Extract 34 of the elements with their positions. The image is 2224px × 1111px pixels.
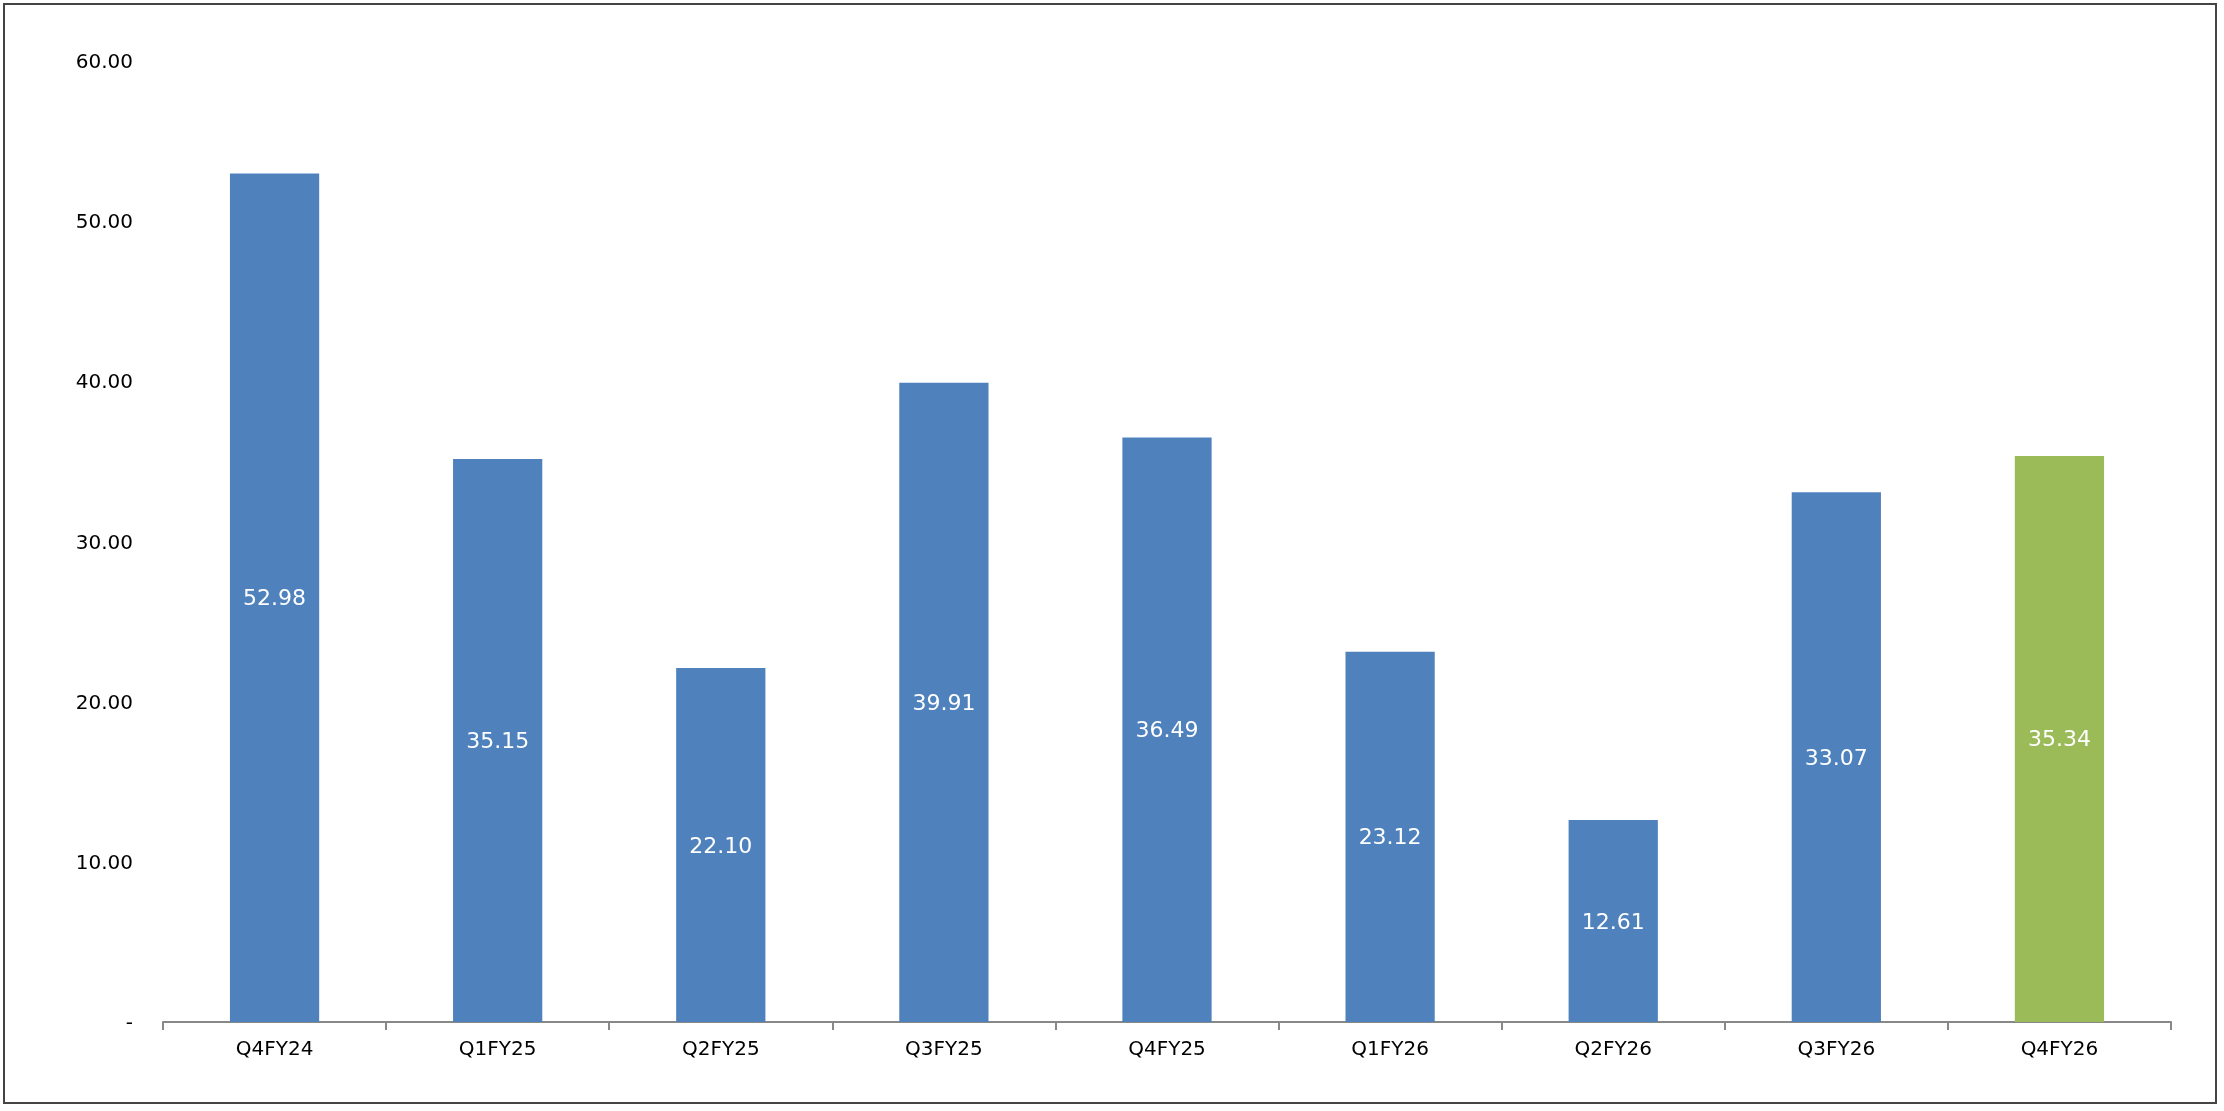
x-tick-label: Q4FY25 (1128, 1036, 1206, 1060)
y-tick-label: 20.00 (75, 689, 133, 714)
x-tick-label: Q1FY26 (1351, 1036, 1429, 1060)
data-label: 39.91 (912, 689, 976, 715)
x-tick-label: Q4FY24 (235, 1036, 314, 1060)
bar (676, 668, 766, 1022)
data-label: 36.49 (1135, 717, 1199, 743)
bar (453, 459, 543, 1022)
bar (899, 382, 989, 1022)
data-label: 22.10 (689, 832, 753, 858)
y-tick-label: 30.00 (75, 529, 133, 554)
x-tick-label: Q3FY25 (905, 1036, 983, 1060)
x-tick-label: Q2FY25 (681, 1036, 760, 1060)
data-label: 23.12 (1358, 824, 1422, 850)
y-tick-label: 60.00 (75, 49, 133, 73)
data-label: 35.15 (466, 728, 530, 754)
bar (229, 173, 320, 1022)
x-tick-label: Q2FY26 (1574, 1036, 1653, 1060)
bar (1122, 437, 1212, 1022)
bar (1568, 820, 1658, 1022)
data-label: 33.07 (1804, 744, 1868, 770)
data-label: 35.34 (2027, 726, 2091, 752)
bar (2014, 455, 2105, 1022)
x-tick-label: Q3FY26 (1797, 1036, 1876, 1060)
bar (1345, 651, 1435, 1022)
x-tick-label: Q1FY25 (458, 1036, 537, 1060)
data-label: 52.98 (243, 585, 307, 611)
data-label: 12.61 (1581, 908, 1645, 934)
bar (1791, 492, 1881, 1022)
y-tick-label: 40.00 (75, 369, 133, 394)
y-tick-label: 50.00 (75, 209, 133, 234)
x-tick-label: Q4FY26 (2020, 1036, 2099, 1060)
y-tick-label: 10.00 (75, 849, 133, 874)
y-tick-label: - (125, 1010, 133, 1034)
